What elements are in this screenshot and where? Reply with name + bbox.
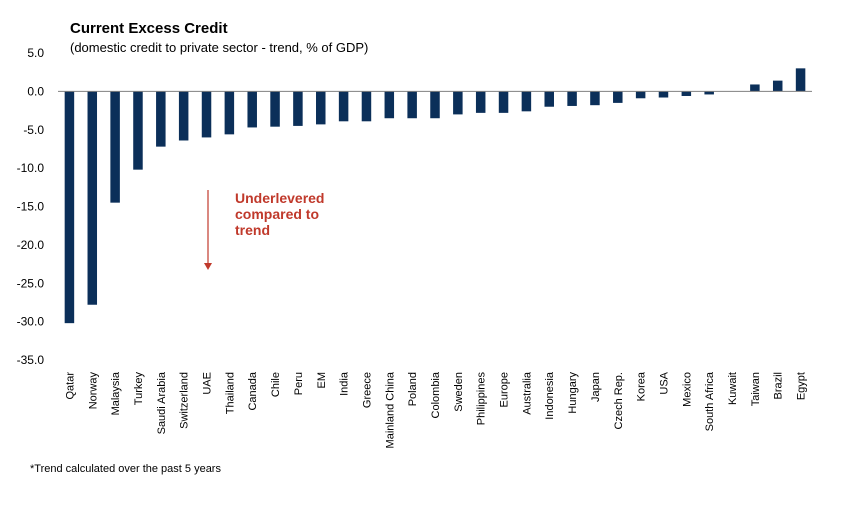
bar-greece xyxy=(361,91,372,122)
category-label: Chile xyxy=(270,372,282,397)
bar-india xyxy=(338,91,349,122)
category-label: India xyxy=(339,371,351,396)
category-label: Malaysia xyxy=(110,371,122,415)
y-tick-label: -15.0 xyxy=(17,200,45,214)
category-label: Qatar xyxy=(64,372,76,400)
category-label: Czech Rep. xyxy=(613,372,625,429)
bar-europe xyxy=(498,91,509,113)
category-label: Greece xyxy=(361,372,373,408)
y-tick-label: 5.0 xyxy=(27,46,44,60)
bar-thailand xyxy=(224,91,235,135)
bar-mainland-china xyxy=(384,91,395,119)
category-label: EM xyxy=(316,372,328,389)
excess-credit-bar-chart: 5.0 0.0 -5.0 -10.0 -15.0 -20.0 -25.0 -30.0 -35.0… xyxy=(17,46,812,448)
bar-saudi-arabia xyxy=(156,91,166,147)
bar-turkey xyxy=(133,91,143,170)
category-label: Brazil xyxy=(773,372,785,400)
y-tick-label: -10.0 xyxy=(17,161,45,175)
category-label: Indonesia xyxy=(544,371,556,420)
y-tick-label: -25.0 xyxy=(17,276,45,290)
bar-brazil xyxy=(772,80,783,92)
category-label: Mainland China xyxy=(384,371,396,448)
bar-korea xyxy=(635,91,646,99)
category-label: Egypt xyxy=(796,372,808,400)
y-tick-label: -20.0 xyxy=(17,238,45,252)
category-label: Canada xyxy=(247,371,259,410)
category-label: UAE xyxy=(202,372,214,395)
bar-egypt xyxy=(795,68,806,92)
bar-colombia xyxy=(430,91,440,119)
category-label: Australia xyxy=(521,371,533,415)
bar-hungary xyxy=(567,91,577,106)
bar-uae xyxy=(201,91,212,138)
bar-switzerland xyxy=(178,91,189,141)
annotation-text: Underlevered xyxy=(235,190,324,206)
category-label: Mexico xyxy=(681,372,693,407)
annotation-text: compared to xyxy=(235,206,319,222)
category-label: Turkey xyxy=(133,372,145,406)
category-label: Kuwait xyxy=(727,372,739,405)
bar-czech-rep- xyxy=(613,91,623,103)
bar-philippines xyxy=(475,91,486,113)
bar-poland xyxy=(407,91,417,119)
category-label: Europe xyxy=(499,372,511,407)
y-tick-label: -35.0 xyxy=(17,353,45,367)
chart-footnote: *Trend calculated over the past 5 years xyxy=(30,463,221,475)
bar-peru xyxy=(293,91,303,126)
bar-australia xyxy=(521,91,532,112)
category-label: Poland xyxy=(407,372,419,406)
category-label: USA xyxy=(658,371,670,394)
bar-em xyxy=(316,91,326,125)
bar-indonesia xyxy=(544,91,554,107)
category-label: Japan xyxy=(590,372,602,402)
y-tick-label: 0.0 xyxy=(27,84,44,98)
bar-malaysia xyxy=(110,91,120,203)
category-label: Sweden xyxy=(453,372,465,412)
chart-title: Current Excess Credit xyxy=(70,20,228,37)
bar-south-africa xyxy=(704,91,714,95)
y-tick-label: -30.0 xyxy=(17,315,45,329)
category-label: Norway xyxy=(87,372,99,410)
bar-taiwan xyxy=(750,84,760,92)
bar-chile xyxy=(270,91,280,127)
y-tick-label: -5.0 xyxy=(23,123,44,137)
bar-usa xyxy=(658,91,669,98)
annotation-text: trend xyxy=(235,222,270,238)
bar-norway xyxy=(87,91,98,305)
bar-canada xyxy=(247,91,257,128)
bar-mexico xyxy=(681,91,692,96)
category-label: Philippines xyxy=(476,372,488,426)
chart-subtitle: (domestic credit to private sector - tre… xyxy=(70,40,369,55)
category-label: Taiwan xyxy=(750,372,762,406)
category-label: Saudi Arabia xyxy=(156,371,168,434)
bar-sweden xyxy=(453,91,463,115)
category-label: Switzerland xyxy=(179,372,191,429)
category-label: Thailand xyxy=(224,372,236,414)
category-label: Hungary xyxy=(567,372,579,414)
bar-qatar xyxy=(64,91,75,324)
category-label: Peru xyxy=(293,372,305,395)
annotation-arrow-head xyxy=(204,263,212,270)
category-label: Korea xyxy=(636,371,648,401)
bar-japan xyxy=(590,91,600,106)
category-label: Colombia xyxy=(430,371,442,418)
category-label: South Africa xyxy=(704,371,716,431)
